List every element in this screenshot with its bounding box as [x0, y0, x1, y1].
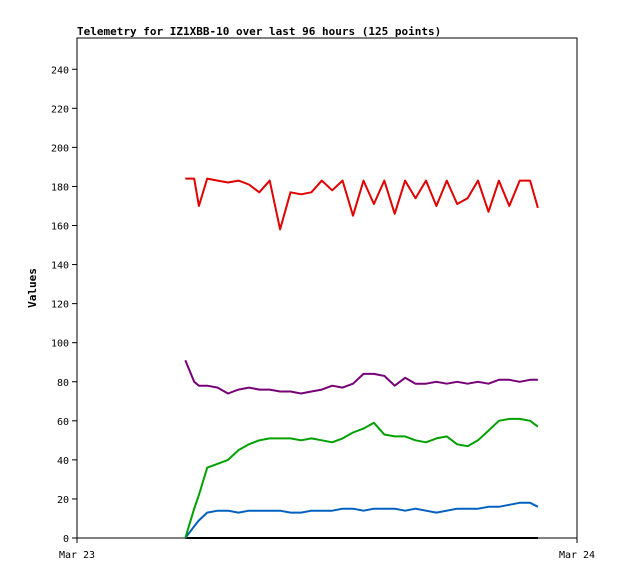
y-axis-label: Values — [26, 268, 39, 308]
y-tick-label: 60 — [57, 417, 69, 428]
plot-frame — [76, 37, 578, 539]
series-line-3 — [184, 417, 539, 539]
chart-title: Telemetry for IZ1XBB-10 over last 96 hou… — [77, 25, 441, 38]
y-tick-label: 140 — [51, 261, 69, 272]
plot-lines — [184, 177, 539, 539]
y-axis: 0 20 40 60 80 100 120 140 160 180 200 220 240 — [51, 65, 77, 545]
series-line-1 — [185, 177, 539, 231]
y-tick-label: 160 — [51, 222, 69, 233]
y-tick-label: 240 — [51, 65, 69, 76]
x-tick-label: Mar 23 — [59, 550, 95, 561]
y-tick-label: 220 — [51, 104, 69, 115]
series-line-4 — [184, 501, 539, 539]
y-tick-label: 180 — [51, 182, 69, 193]
series-line-2 — [184, 359, 538, 395]
y-tick-label: 80 — [57, 378, 69, 389]
y-tick-label: 120 — [51, 300, 69, 311]
y-tick-label: 100 — [51, 339, 69, 350]
y-tick-label: 0 — [63, 534, 69, 545]
x-axis: Mar 23 Mar 24 — [59, 538, 595, 561]
x-tick-label: Mar 24 — [559, 550, 595, 561]
y-tick-label: 200 — [51, 143, 69, 154]
y-tick-label: 40 — [57, 456, 69, 467]
y-tick-label: 20 — [57, 495, 69, 506]
